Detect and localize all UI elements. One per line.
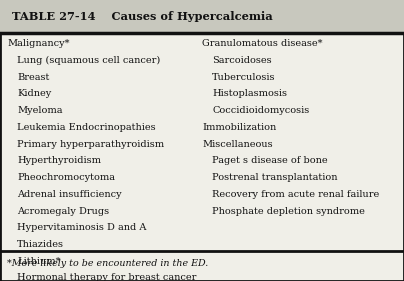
Text: Malignancy*: Malignancy*: [7, 39, 70, 48]
Text: Thiazides: Thiazides: [17, 240, 64, 249]
Text: Granulomatous disease*: Granulomatous disease*: [202, 39, 322, 48]
Text: Phosphate depletion syndrome: Phosphate depletion syndrome: [212, 207, 365, 216]
Text: Kidney: Kidney: [17, 89, 52, 99]
Text: Miscellaneous: Miscellaneous: [202, 140, 273, 149]
Text: Immobilization: Immobilization: [202, 123, 276, 132]
Text: Myeloma: Myeloma: [17, 106, 63, 115]
Text: Hyperthyroidism: Hyperthyroidism: [17, 156, 101, 166]
Bar: [0, 0, 404, 33]
Text: Breast: Breast: [17, 73, 50, 82]
Text: Sarcoidoses: Sarcoidoses: [212, 56, 272, 65]
Text: Lithium*: Lithium*: [17, 257, 61, 266]
Text: Primary hyperparathyroidism: Primary hyperparathyroidism: [17, 140, 164, 149]
Text: Hypervitaminosis D and A: Hypervitaminosis D and A: [17, 223, 147, 232]
Text: Lung (squamous cell cancer): Lung (squamous cell cancer): [17, 56, 161, 65]
Text: Recovery from acute renal failure: Recovery from acute renal failure: [212, 190, 379, 199]
Text: TABLE 27-14    Causes of Hypercalcemia: TABLE 27-14 Causes of Hypercalcemia: [12, 11, 273, 22]
Text: Postrenal transplantation: Postrenal transplantation: [212, 173, 338, 182]
Text: Coccidioidomycosis: Coccidioidomycosis: [212, 106, 309, 115]
Text: Paget s disease of bone: Paget s disease of bone: [212, 156, 328, 166]
Text: Hormonal therapy for breast cancer: Hormonal therapy for breast cancer: [17, 273, 197, 281]
Text: *More likely to be encountered in the ED.: *More likely to be encountered in the ED…: [7, 259, 208, 269]
Text: Adrenal insufficiency: Adrenal insufficiency: [17, 190, 122, 199]
Text: Acromegaly Drugs: Acromegaly Drugs: [17, 207, 109, 216]
Text: Leukemia Endocrinopathies: Leukemia Endocrinopathies: [17, 123, 156, 132]
Text: Histoplasmosis: Histoplasmosis: [212, 89, 287, 99]
Text: Tuberculosis: Tuberculosis: [212, 73, 276, 82]
Text: Pheochromocytoma: Pheochromocytoma: [17, 173, 116, 182]
